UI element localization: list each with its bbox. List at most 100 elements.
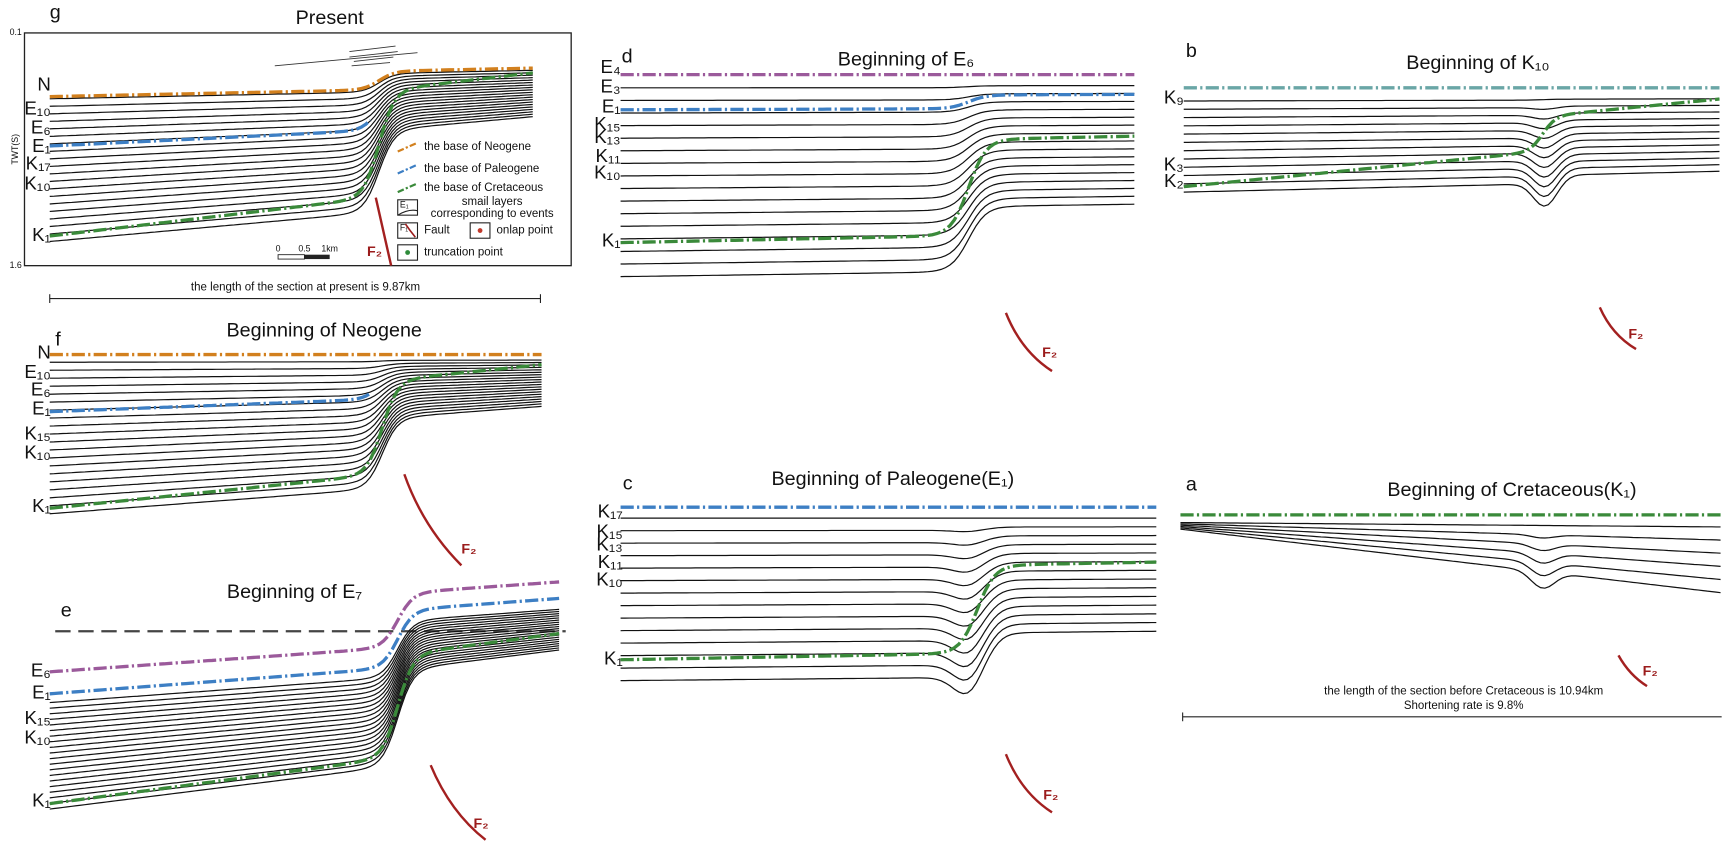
horizon-line	[50, 360, 542, 362]
panel-title: Beginning of K₁₀	[1406, 52, 1549, 74]
page: {"panels": [ {"letter": "g", "title": "P…	[0, 0, 1722, 842]
legend-text: smail layers	[462, 196, 523, 208]
horizon-label: K₁₅	[25, 707, 51, 728]
horizon-line	[621, 117, 1135, 138]
legend-swatch	[398, 183, 418, 192]
key-horizon	[50, 598, 559, 693]
legend-text: the base of Neogene	[424, 141, 531, 153]
horizon-line	[50, 362, 542, 370]
panel-title: Beginning of Cretaceous(K₁)	[1387, 479, 1636, 501]
legend-icon-line	[398, 210, 418, 215]
horizon-line	[50, 639, 559, 781]
horizon-label: E₆	[31, 660, 51, 681]
scale-bar: 0 0.5 1km	[276, 244, 338, 260]
fault-line	[404, 474, 461, 565]
horizon-line	[621, 562, 1157, 586]
legend-text: the base of Cretaceous	[424, 182, 543, 194]
panel-letter: e	[61, 600, 72, 622]
horizon-label: E₁	[32, 682, 51, 703]
truncation-icon	[405, 250, 410, 255]
horizon-label: E₁	[32, 397, 51, 418]
horizons	[50, 68, 1721, 809]
horizon-label: N	[37, 341, 50, 362]
scale-label: 0.5	[298, 244, 310, 254]
horizon-label: K₂	[1164, 170, 1184, 191]
horizon-line	[50, 646, 559, 798]
onlap-icon	[478, 228, 483, 233]
figure: 0.1 1.6 TWT(S) the base of Neogene the b…	[0, 0, 1722, 842]
horizon-line	[1184, 119, 1720, 129]
horizon-line	[621, 535, 1157, 545]
legend-text: Fault	[424, 225, 450, 237]
horizon-line	[1184, 145, 1720, 168]
panel-title: Beginning of Neogene	[226, 320, 421, 342]
key-horizon	[50, 120, 371, 146]
horizon-label: K₁₇	[26, 153, 51, 174]
horizon-line	[50, 399, 542, 490]
seismic-sketch	[275, 46, 418, 66]
length-note: the length of the section at present is …	[191, 282, 420, 294]
panel-letter: b	[1186, 40, 1197, 62]
horizon-label: K₁	[602, 229, 621, 250]
horizon-label: K₁₀	[24, 172, 50, 193]
horizon-label: N	[37, 74, 50, 95]
panel-letter: c	[623, 472, 633, 494]
fault-line	[1006, 313, 1052, 371]
legend: the base of Neogene the base of Paleogen…	[398, 141, 554, 260]
horizon-line	[1184, 99, 1720, 101]
length-bar	[50, 294, 541, 303]
horizon-line	[1184, 125, 1720, 138]
horizon-line	[621, 588, 1157, 626]
shortening-note: Shortening rate is 9.8%	[1404, 700, 1524, 712]
axis-label: TWT(S)	[10, 134, 20, 165]
fault-label: F₂	[1643, 664, 1658, 680]
scale-segment	[278, 255, 304, 259]
panel-letter: g	[50, 1, 61, 23]
horizon-line	[50, 637, 559, 775]
legend-icon-label: E₁	[400, 200, 409, 210]
panel-letter: d	[622, 45, 633, 67]
horizon-line	[1180, 528, 1720, 580]
horizon-label: K₁	[32, 789, 51, 810]
legend-swatch	[398, 143, 418, 152]
horizon-line	[621, 141, 1135, 176]
legend-text: onlap point	[497, 225, 554, 237]
fault-label: F₂	[1043, 788, 1058, 804]
panel-letter: a	[1186, 473, 1197, 495]
horizon-line	[621, 614, 1157, 667]
horizon-line	[621, 196, 1135, 264]
horizon-label: K₁	[604, 648, 623, 669]
fault-label: F₂	[473, 816, 488, 832]
fault-label: F₂	[1628, 327, 1643, 343]
horizon-line	[621, 94, 1135, 101]
axis-top: 0.1	[10, 27, 22, 37]
horizon-label: K₁₇	[598, 501, 623, 522]
horizon-label: K₁	[32, 224, 51, 245]
horizon-label: E₃	[601, 76, 621, 97]
panel-letter: f	[55, 329, 61, 351]
panel-title: Beginning of Paleogene(E₁)	[771, 468, 1014, 490]
scale-label: 0	[276, 244, 281, 254]
legend-swatch	[398, 165, 418, 174]
panel-title: Beginning of E₇	[227, 581, 362, 603]
horizon-label: K₁₀	[24, 727, 50, 748]
key-horizon	[621, 562, 1157, 660]
horizon-line	[621, 623, 1157, 681]
horizon-label: K₁₀	[24, 441, 50, 462]
fault-label: F₂	[1042, 345, 1057, 361]
horizon-label: E₄	[601, 56, 621, 77]
panel-title: Present	[296, 7, 365, 29]
horizon-line	[621, 101, 1135, 113]
horizon-line	[1184, 112, 1720, 119]
scale-segment	[304, 255, 329, 259]
legend-text: truncation point	[424, 247, 504, 259]
horizon-line	[621, 631, 1157, 693]
fault-label: F₂	[461, 542, 476, 558]
panel-title: Beginning of E₆	[838, 49, 974, 71]
horizon-label: K₉	[1164, 87, 1184, 108]
legend-text: the base of Paleogene	[424, 163, 539, 175]
fault-label: F₂	[367, 244, 382, 260]
horizon-label: K₁	[32, 495, 51, 516]
legend-text: corresponding to events	[431, 208, 554, 220]
horizon-label: K₁₀	[596, 569, 622, 590]
